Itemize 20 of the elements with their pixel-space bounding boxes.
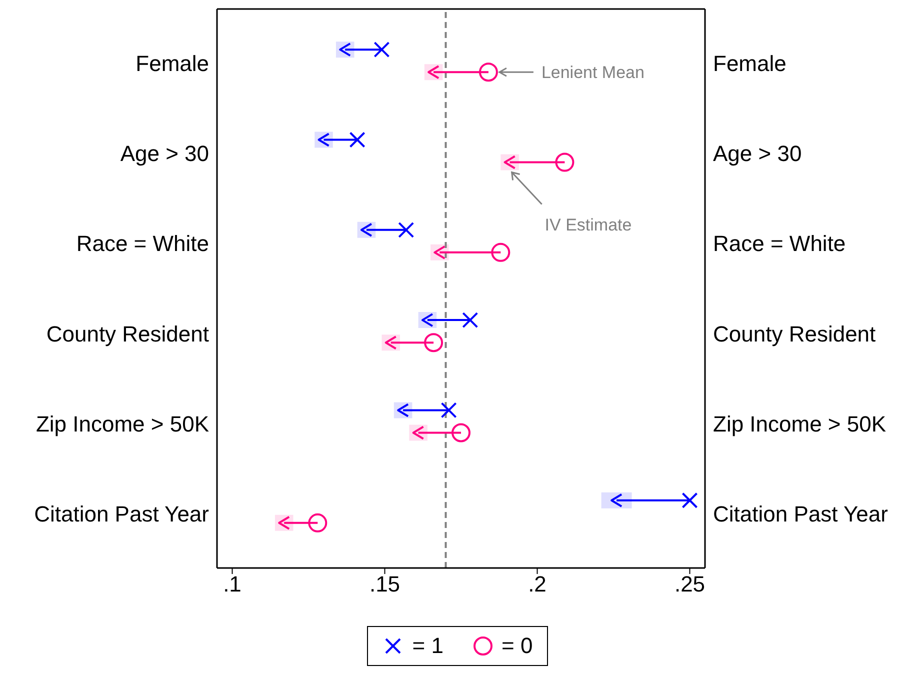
y-tick-label: Citation Past Year	[34, 502, 209, 527]
category-label: Age > 30	[713, 141, 802, 166]
y-tick-label: County Resident	[46, 321, 209, 346]
category-label: Zip Income > 50K	[713, 412, 886, 437]
annotation: IV Estimate	[544, 215, 632, 234]
y-tick-label: Race = White	[76, 231, 209, 256]
y-tick-label: Age > 30	[120, 141, 209, 166]
y-tick-label: Zip Income > 50K	[36, 412, 210, 437]
legend-label: = 1	[412, 633, 444, 659]
x-tick-label: .2	[528, 572, 546, 597]
x-tick-label: .25	[674, 572, 706, 597]
category-label: Citation Past Year	[713, 502, 888, 527]
category-label: Female	[713, 50, 786, 76]
legend-label: = 0	[502, 633, 533, 659]
category-label: County Resident	[713, 321, 876, 346]
x-tick-label: .1	[223, 572, 242, 597]
category-label: Race = White	[713, 231, 846, 256]
annotation: Lenient Mean	[541, 63, 644, 82]
y-tick-label: Female	[136, 50, 209, 76]
x-tick-label: .15	[369, 572, 400, 597]
